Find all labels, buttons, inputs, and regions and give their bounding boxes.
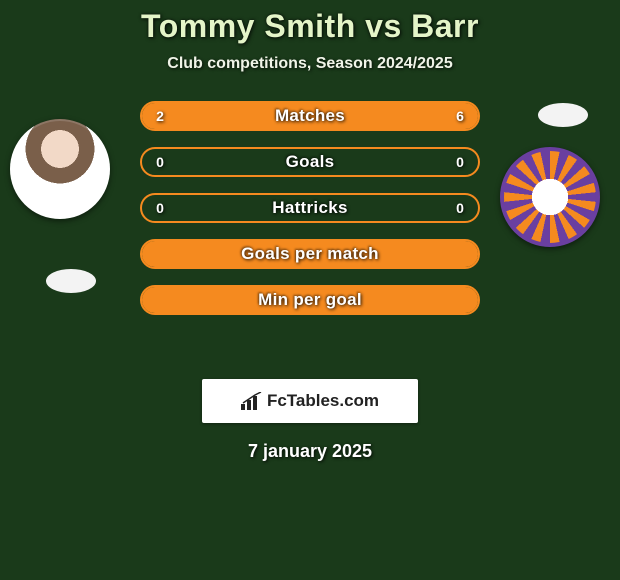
stat-bar: Hattricks0 0: [140, 193, 480, 223]
stat-bar-value-left: 0: [146, 195, 174, 221]
stat-bar: Matches2 6: [140, 101, 480, 131]
stat-bar-label: Goals per match: [142, 241, 478, 267]
stat-bar: Goals per match: [140, 239, 480, 269]
date-text: 7 january 2025: [0, 441, 620, 462]
brand-box: FcTables.com: [202, 379, 418, 423]
stat-bar-label: Hattricks: [142, 195, 478, 221]
stat-bars: Matches26Goals00Hattricks00Goals per mat…: [140, 101, 480, 331]
stat-bar-label: Min per goal: [142, 287, 478, 313]
right-club-logo: [500, 147, 600, 247]
infographic-root: Tommy Smith vs Barr Club competitions, S…: [0, 0, 620, 462]
stat-bar-value-left: 2: [146, 103, 174, 129]
right-player-disc: [538, 103, 588, 127]
comparison-panel: Matches26Goals00Hattricks00Goals per mat…: [0, 101, 620, 361]
stat-bar-value-right: 0: [446, 195, 474, 221]
left-player-disc: [46, 269, 96, 293]
stat-bar-value-left: 0: [146, 149, 174, 175]
bar-chart-icon: [241, 392, 263, 410]
page-title: Tommy Smith vs Barr: [0, 8, 620, 45]
stat-bar-value-right: 0: [446, 149, 474, 175]
stat-bar-value-right: 6: [446, 103, 474, 129]
stat-bar: Min per goal: [140, 285, 480, 315]
page-subtitle: Club competitions, Season 2024/2025: [0, 55, 620, 73]
left-player-photo: [10, 119, 110, 219]
brand-text: FcTables.com: [267, 391, 379, 411]
stat-bar-label: Matches: [142, 103, 478, 129]
stat-bar-label: Goals: [142, 149, 478, 175]
stat-bar: Goals0 0: [140, 147, 480, 177]
